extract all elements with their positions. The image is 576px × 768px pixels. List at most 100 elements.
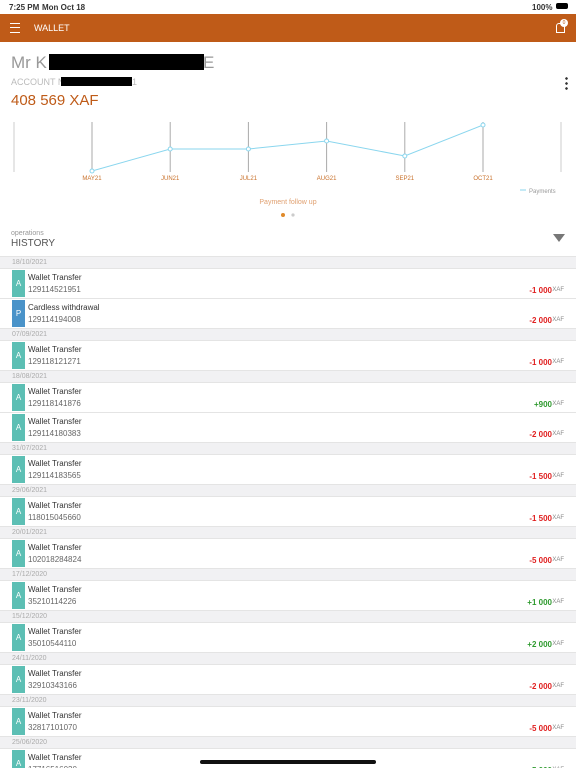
filter-button[interactable] [553,234,565,242]
transaction-row[interactable]: A Wallet Transfer 32817101070 -5 000 XAF [0,706,576,736]
transaction-amount: +900 [533,400,552,409]
history-title: HISTORY [11,238,56,249]
transaction-amount: -2 000 [529,682,552,691]
type-badge: A [12,414,25,441]
transaction-label: Wallet Transfer [28,669,82,678]
x-tick-label: SEP21 [395,176,414,182]
transaction-amount: -1 500 [529,472,552,481]
transaction-row[interactable]: A Wallet Transfer 129118141876 +900 XAF [0,382,576,412]
date-header: 20/01/2021 [0,526,576,538]
transaction-label: Wallet Transfer [28,459,82,468]
data-point [480,122,486,128]
transaction-amount: -2 000 [529,430,552,439]
time: 7:25 PM [9,3,40,12]
transaction-row[interactable]: A Wallet Transfer 129114521951 -1 000 XAF [0,268,576,298]
date-header: 18/10/2021 [0,256,576,268]
transaction-label: Wallet Transfer [28,273,82,282]
chart: Payment follow up MAY21 JUN21 JUL21 AUG21 SE… [13,122,562,217]
menu-button[interactable] [10,23,20,33]
battery-icon [556,3,568,9]
data-point [167,146,173,152]
transaction-label: Wallet Transfer [28,627,82,636]
transaction-label: Wallet Transfer [28,711,82,720]
date-header: 07/09/2021 [0,328,576,340]
transaction-row[interactable]: A Wallet Transfer 32910343166 -2 000 XAF [0,664,576,694]
redaction [61,77,132,86]
page-dot-active[interactable] [281,213,285,217]
transaction-ref: 129114180383 [28,429,81,438]
type-badge: A [12,582,25,609]
type-badge: A [12,750,25,768]
type-badge: A [12,624,25,651]
status-bar: 7:25 PM Mon Oct 18 100% [0,0,576,14]
transaction-ref: 32910343166 [28,681,77,690]
x-tick-label: JUN21 [161,176,180,182]
transaction-label: Wallet Transfer [28,753,82,762]
type-badge: A [12,540,25,567]
x-tick-label: OCT21 [473,176,493,182]
type-badge: A [12,342,25,369]
page-dot[interactable] [291,213,295,217]
account-name: Mr K [11,53,47,72]
transaction-ref: 32817101070 [28,723,77,732]
data-point [324,138,330,144]
type-badge: A [12,708,25,735]
transaction-amount: -5 000 [529,724,552,733]
date-header: 23/11/2020 [0,694,576,706]
transaction-currency: XAF [552,401,564,407]
app-header: WALLET 0 [0,14,576,42]
type-badge: A [12,384,25,411]
x-tick-label: AUG21 [317,176,337,182]
data-point [402,153,408,159]
x-tick-label: JUL21 [240,176,258,182]
transaction-label: Cardless withdrawal [28,303,100,312]
type-badge: P [12,300,25,327]
transaction-ref: 118015045660 [28,513,81,522]
transaction-row[interactable]: A Wallet Transfer 129118121271 -1 000 XAF [0,340,576,370]
data-point [245,146,251,152]
transaction-currency: XAF [552,431,564,437]
transaction-amount: +5 000 [527,766,552,768]
transaction-label: Wallet Transfer [28,387,82,396]
transaction-currency: XAF [552,557,564,563]
date-header: 18/08/2021 [0,370,576,382]
transaction-label: Wallet Transfer [28,345,82,354]
transaction-label: Wallet Transfer [28,585,82,594]
notification-count: 0 [560,19,568,27]
chart-caption: Payment follow up [259,199,316,206]
transaction-label: Wallet Transfer [28,501,82,510]
date-header: 15/12/2020 [0,610,576,622]
transaction-row[interactable]: P Cardless withdrawal 129114194008 -2 000 XA… [0,298,576,328]
transaction-row[interactable]: A Wallet Transfer 129114180383 -2 000 XAF [0,412,576,442]
date-header: 24/11/2020 [0,652,576,664]
type-badge: A [12,456,25,483]
more-button[interactable] [565,76,568,90]
transaction-ref: 17716516030 [28,765,77,768]
transaction-row[interactable]: A Wallet Transfer 102018284824 -5 000 XAF [0,538,576,568]
transaction-row[interactable]: A Wallet Transfer 129114183565 -1 500 XAF [0,454,576,484]
transaction-row[interactable]: A Wallet Transfer 35210114226 +1 000 XAF [0,580,576,610]
redaction [49,54,204,70]
transaction-currency: XAF [552,473,564,479]
transaction-currency: XAF [552,317,564,323]
transaction-currency: XAF [552,515,564,521]
transaction-ref: 129114194008 [28,315,81,324]
transaction-currency: XAF [552,359,564,365]
history-subtitle: operations [11,230,44,237]
transaction-row[interactable]: A Wallet Transfer 118015045660 -1 500 XAF [0,496,576,526]
transaction-currency: XAF [552,641,564,647]
transaction-amount: -1 000 [529,286,552,295]
transaction-currency: XAF [552,683,564,689]
transaction-ref: 129114183565 [28,471,81,480]
transaction-amount: -1 500 [529,514,552,523]
transaction-row[interactable]: A Wallet Transfer 35010544110 +2 000 XAF [0,622,576,652]
series-line [91,124,484,172]
transaction-ref: 129118121271 [28,357,81,366]
date: Mon Oct 18 [42,3,86,12]
transaction-currency: XAF [552,725,564,731]
transaction-label: Wallet Transfer [28,417,82,426]
transaction-ref: 102018284824 [28,555,82,564]
transaction-label: Wallet Transfer [28,543,82,552]
